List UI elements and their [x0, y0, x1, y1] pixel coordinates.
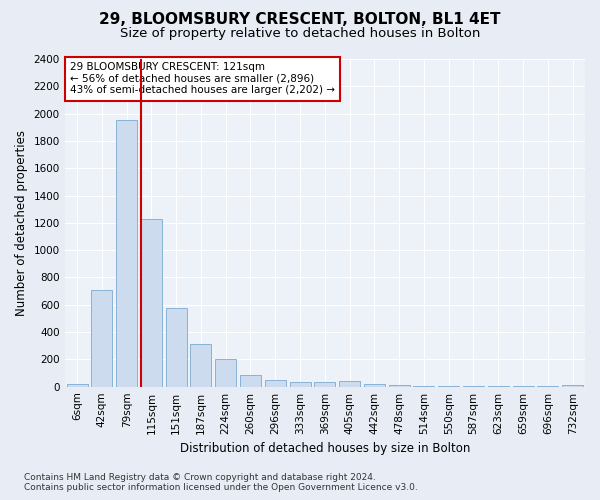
Text: Contains HM Land Registry data © Crown copyright and database right 2024.
Contai: Contains HM Land Registry data © Crown c…	[24, 473, 418, 492]
Bar	[265, 380, 286, 386]
Bar	[562, 384, 583, 386]
Text: 29, BLOOMSBURY CRESCENT, BOLTON, BL1 4ET: 29, BLOOMSBURY CRESCENT, BOLTON, BL1 4ET	[99, 12, 501, 28]
Bar	[364, 384, 385, 386]
Bar	[141, 218, 162, 386]
Bar	[215, 360, 236, 386]
Bar	[339, 381, 360, 386]
Bar	[91, 290, 112, 386]
Bar	[240, 375, 261, 386]
X-axis label: Distribution of detached houses by size in Bolton: Distribution of detached houses by size …	[179, 442, 470, 455]
Bar	[314, 382, 335, 386]
Bar	[190, 344, 211, 387]
Bar	[67, 384, 88, 386]
Bar	[116, 120, 137, 386]
Text: Size of property relative to detached houses in Bolton: Size of property relative to detached ho…	[120, 28, 480, 40]
Bar	[290, 382, 311, 386]
Bar	[166, 308, 187, 386]
Text: 29 BLOOMSBURY CRESCENT: 121sqm
← 56% of detached houses are smaller (2,896)
43% : 29 BLOOMSBURY CRESCENT: 121sqm ← 56% of …	[70, 62, 335, 96]
Y-axis label: Number of detached properties: Number of detached properties	[15, 130, 28, 316]
